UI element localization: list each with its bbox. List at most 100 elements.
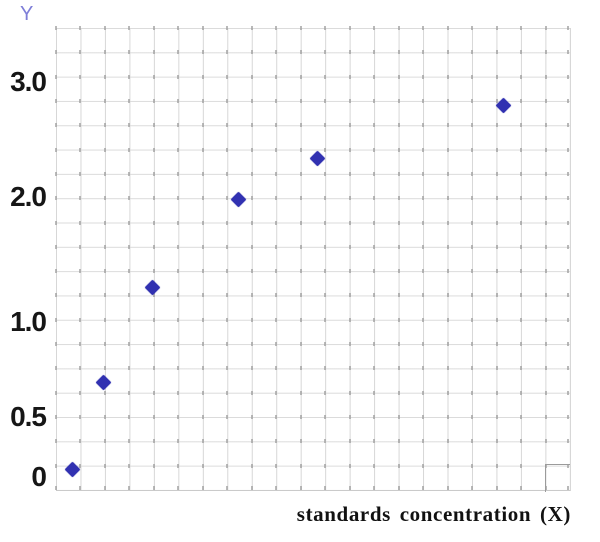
grid-dot [324, 147, 327, 152]
grid-dot [567, 171, 569, 176]
grid-dot [275, 486, 278, 490]
grid-dot [201, 220, 204, 225]
grid-dot [226, 390, 229, 395]
grid-dot [446, 74, 449, 79]
grid-dot [201, 439, 204, 444]
grid-dot [177, 220, 180, 225]
grid-dot [177, 366, 180, 371]
grid-dot [128, 98, 131, 103]
grid-dot [422, 463, 425, 468]
grid-dot [250, 171, 253, 176]
grid-dot [348, 439, 351, 444]
grid-dot [177, 147, 180, 152]
grid-dot [250, 98, 253, 103]
grid-dot [397, 317, 400, 322]
grid-dot [201, 244, 204, 249]
grid-dot [544, 415, 547, 420]
grid-dot [250, 439, 253, 444]
grid-dot [152, 171, 155, 176]
grid-dot [520, 196, 523, 201]
grid-dot [299, 244, 302, 249]
grid-dot [348, 293, 351, 298]
grid-dot [495, 123, 498, 128]
grid-dot [55, 171, 57, 176]
grid-dot [471, 269, 474, 274]
grid-dot [324, 98, 327, 103]
grid-dot [177, 269, 180, 274]
grid-dot [324, 269, 327, 274]
grid-dot [397, 293, 400, 298]
grid-dot [348, 244, 351, 249]
grid-dot [103, 269, 106, 274]
grid-dot [79, 196, 82, 201]
grid-dot [471, 26, 474, 30]
grid-dot [275, 123, 278, 128]
grid-dot [55, 196, 57, 201]
grid-dot [495, 293, 498, 298]
grid-dot [226, 220, 229, 225]
grid-dot [152, 98, 155, 103]
grid-dot [275, 26, 278, 30]
grid-dot [373, 220, 376, 225]
grid-dot [128, 366, 131, 371]
grid-dot [299, 123, 302, 128]
data-point [230, 191, 246, 207]
y-tick-label-3.0: 3.0 [10, 66, 47, 97]
grid-dot [324, 244, 327, 249]
grid-dot [373, 98, 376, 103]
grid-dot [128, 196, 131, 201]
grid-dot [299, 171, 302, 176]
grid-dot [250, 366, 253, 371]
grid-dot [128, 439, 131, 444]
grid-dot [544, 317, 547, 322]
grid-dot [495, 171, 498, 176]
grid-dot [471, 123, 474, 128]
grid-dot [79, 342, 82, 347]
grid-dot [348, 317, 351, 322]
grid-dot [55, 463, 57, 468]
grid-dot [422, 196, 425, 201]
grid-dot [446, 317, 449, 322]
grid-dot [128, 269, 131, 274]
y-tick-label-0: 0 [31, 461, 47, 492]
grid-dot [520, 26, 523, 30]
grid-dot [422, 171, 425, 176]
grid-dot [79, 415, 82, 420]
grid-dot [226, 98, 229, 103]
grid-dot [177, 486, 180, 490]
grid-dot [397, 269, 400, 274]
grid-dot [324, 317, 327, 322]
grid-dot [128, 463, 131, 468]
grid-dot [446, 171, 449, 176]
grid-dot [177, 123, 180, 128]
grid-dot [544, 269, 547, 274]
grid-dot [495, 269, 498, 274]
grid-dot [79, 26, 82, 30]
grid-dot [567, 463, 569, 468]
grid-dot [544, 147, 547, 152]
grid-dot [152, 293, 155, 298]
grid-dot [324, 342, 327, 347]
grid-dot [177, 196, 180, 201]
grid-dot [397, 147, 400, 152]
grid-dot [348, 147, 351, 152]
grid-dot [520, 50, 523, 55]
grid-dot [55, 98, 57, 103]
grid-dot [299, 147, 302, 152]
grid-dot [55, 123, 57, 128]
grid-dot [79, 50, 82, 55]
grid-dot [446, 486, 449, 490]
grid-dot [201, 26, 204, 30]
grid-dot [128, 123, 131, 128]
grid-dot [103, 293, 106, 298]
grid-dot [275, 171, 278, 176]
grid-dot [128, 486, 131, 490]
grid-dot [520, 220, 523, 225]
grid-dot [128, 74, 131, 79]
grid-dot [471, 342, 474, 347]
grid-dot [103, 342, 106, 347]
grid-dot [103, 439, 106, 444]
grid-dot [373, 196, 376, 201]
grid-dot [299, 463, 302, 468]
grid-dot [250, 293, 253, 298]
